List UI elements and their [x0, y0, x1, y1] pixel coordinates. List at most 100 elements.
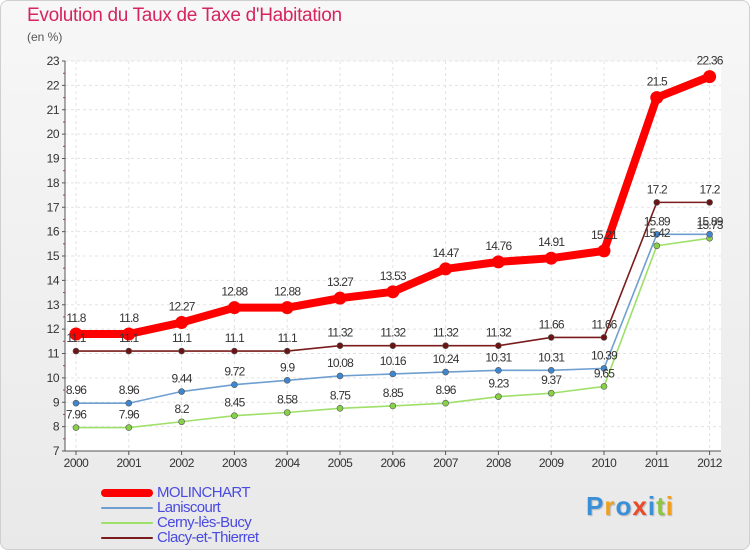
data-point [389, 370, 397, 378]
data-label: 9.23 [488, 377, 509, 391]
data-label: 8.85 [383, 386, 404, 400]
x-tick-label: 2012 [697, 456, 723, 470]
logo-letter: r [604, 491, 616, 521]
logo-letter: i [665, 491, 674, 521]
data-point [72, 424, 80, 431]
data-point [125, 347, 133, 355]
data-label: 7.96 [119, 408, 140, 422]
legend-label: MOLINCHART [157, 484, 251, 501]
data-point [336, 372, 344, 380]
data-point [336, 405, 344, 412]
data-point [283, 377, 291, 384]
data-label: 11.1 [66, 331, 86, 345]
chart-title: Evolution du Taux de Taxe d'Habitation [27, 5, 342, 26]
data-label: 17.2 [700, 182, 721, 196]
data-point [442, 399, 449, 407]
data-label: 21.5 [647, 75, 668, 89]
data-label: 8.45 [224, 396, 245, 410]
y-tick-label: 11 [48, 347, 60, 361]
data-point [389, 342, 397, 350]
y-tick-label: 15 [47, 249, 60, 263]
data-label: 11.66 [539, 317, 565, 331]
legend-item: MOLINCHART [101, 485, 259, 500]
y-tick-label: 13 [47, 298, 60, 312]
logo-letter: P [586, 491, 605, 521]
data-point [175, 316, 189, 330]
y-tick-label: 14 [47, 273, 60, 287]
y-tick-label: 23 [47, 54, 60, 68]
data-label: 15.89 [697, 214, 724, 228]
data-label: 8.96 [436, 383, 457, 397]
data-label: 11.32 [486, 326, 512, 340]
data-label: 22.36 [697, 54, 724, 68]
data-point [178, 418, 185, 426]
x-tick-label: 2008 [486, 456, 512, 470]
logo-letter: o [615, 491, 633, 521]
proxiti-logo: Proxiti [586, 491, 674, 522]
data-label: 10.16 [380, 354, 407, 368]
data-point [706, 231, 713, 238]
data-label: 10.39 [591, 348, 618, 362]
data-point [283, 347, 291, 355]
data-label: 14.91 [538, 235, 565, 249]
data-label: 11.1 [225, 331, 245, 345]
y-tick-label: 21 [47, 103, 60, 117]
y-tick-label: 8 [53, 420, 60, 434]
data-point [280, 301, 294, 315]
data-point [495, 393, 502, 400]
data-point [389, 402, 397, 410]
data-label: 10.08 [327, 356, 354, 370]
data-label: 11.32 [433, 326, 459, 340]
data-label: 13.53 [380, 269, 407, 283]
logo-letter: t [656, 491, 666, 521]
data-label: 12.88 [274, 285, 301, 299]
data-point [442, 342, 449, 350]
data-label: 12.27 [169, 300, 196, 314]
y-tick-label: 17 [47, 200, 60, 214]
data-point [495, 342, 502, 350]
data-point [442, 368, 449, 376]
data-point [600, 383, 608, 390]
data-label: 8.96 [119, 383, 140, 397]
data-point [178, 388, 185, 395]
data-point [495, 367, 502, 374]
data-point [547, 334, 555, 341]
y-tick-label: 18 [47, 176, 60, 190]
legend-swatch [101, 521, 153, 524]
data-point [597, 244, 611, 258]
data-label: 9.37 [541, 373, 562, 387]
data-label: 15.89 [644, 214, 671, 228]
y-tick-label: 20 [47, 127, 60, 141]
y-tick-label: 10 [47, 371, 60, 385]
data-label: 10.31 [485, 350, 512, 364]
legend-swatch [101, 488, 153, 497]
chart-subtitle: (en %) [27, 30, 63, 44]
data-label: 12.88 [221, 285, 248, 299]
data-label: 11.1 [119, 331, 139, 345]
data-label: 7.96 [66, 408, 87, 422]
x-tick-label: 2000 [64, 456, 90, 470]
data-point [72, 399, 80, 407]
logo-letter: x [632, 491, 648, 521]
data-point [178, 347, 185, 355]
data-label: 8.75 [330, 388, 351, 402]
data-point [600, 334, 608, 341]
x-tick-label: 2007 [433, 456, 459, 470]
data-label: 17.2 [647, 182, 668, 196]
data-label: 11.8 [66, 311, 86, 325]
y-tick-label: 12 [47, 322, 60, 336]
data-point [336, 342, 344, 350]
legend-label: Clacy-et-Thierret [157, 529, 259, 546]
data-point [231, 381, 238, 389]
data-point [703, 70, 717, 84]
y-tick-label: 19 [47, 152, 60, 166]
data-point [544, 251, 558, 265]
data-label: 11.1 [278, 331, 298, 345]
data-label: 9.44 [172, 372, 193, 386]
data-point [69, 327, 83, 341]
data-point [653, 242, 661, 250]
legend-swatch [101, 536, 153, 539]
legend-swatch [101, 506, 153, 509]
